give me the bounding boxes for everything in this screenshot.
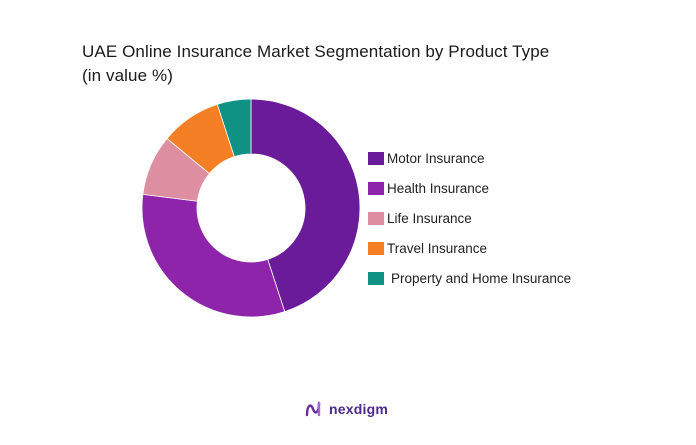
brand-logo: nexdigm bbox=[305, 400, 388, 418]
donut-slice-motor-insurance bbox=[250, 98, 361, 313]
legend-label-travel: Travel Insurance bbox=[387, 240, 488, 256]
donut-slice-health-insurance bbox=[141, 193, 286, 318]
brand-name: nexdigm bbox=[329, 401, 388, 417]
legend-swatch-life bbox=[368, 211, 384, 225]
legend-item-property: Property and Home Insurance bbox=[368, 263, 571, 293]
chart-title-line-2: (in value %) bbox=[82, 66, 173, 85]
legend-swatch-travel bbox=[368, 241, 384, 255]
chart-legend: Motor Insurance Health Insurance Life In… bbox=[368, 143, 571, 293]
legend-item-health: Health Insurance bbox=[368, 173, 571, 203]
legend-label-motor: Motor Insurance bbox=[387, 150, 485, 166]
legend-label-health: Health Insurance bbox=[387, 180, 490, 196]
donut-slice-property-and-home-insurance bbox=[216, 98, 252, 158]
legend-label-life: Life Insurance bbox=[387, 210, 472, 226]
legend-swatch-motor bbox=[368, 151, 384, 165]
legend-label-property: Property and Home Insurance bbox=[391, 270, 572, 286]
legend-swatch-property bbox=[368, 271, 384, 285]
legend-item-life: Life Insurance bbox=[368, 203, 571, 233]
legend-swatch-health bbox=[368, 181, 384, 195]
legend-item-travel: Travel Insurance bbox=[368, 233, 571, 263]
legend-item-motor: Motor Insurance bbox=[368, 143, 571, 173]
donut-slices bbox=[141, 98, 361, 318]
chart-title: UAE Online Insurance Market Segmentation… bbox=[82, 40, 549, 88]
nexdigm-logo-icon bbox=[305, 401, 321, 417]
chart-title-line-1: UAE Online Insurance Market Segmentation… bbox=[82, 42, 550, 61]
